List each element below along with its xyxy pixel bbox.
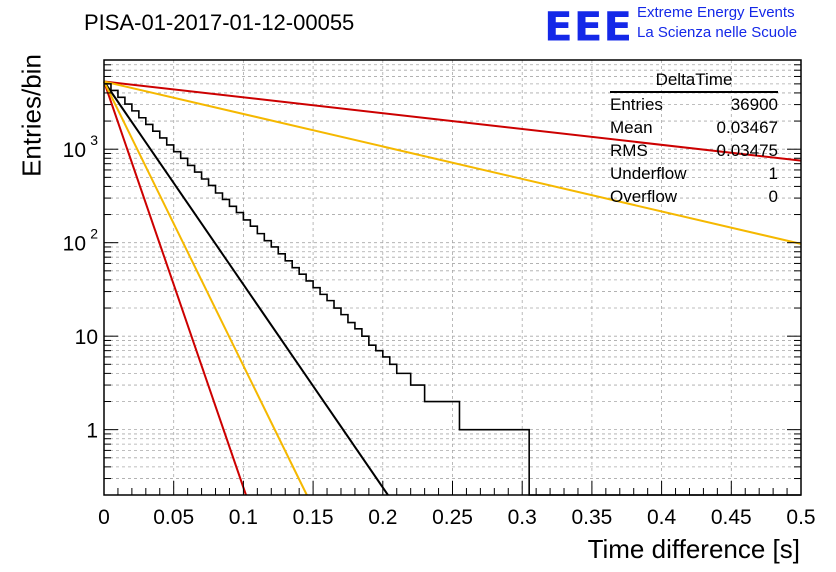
y-tick-exponent: 3: [90, 132, 98, 148]
stats-label: Overflow: [610, 187, 678, 206]
org-name-line2: La Scienza nelle Scuole: [637, 24, 798, 41]
fit-curve: [103, 81, 308, 496]
x-tick-label: 0.15: [293, 506, 334, 529]
eee-logo: EEE: [544, 3, 634, 50]
x-tick-label: 0.1: [229, 506, 258, 529]
y-tick-label: 10: [75, 326, 98, 349]
stats-value: 36900: [730, 95, 778, 114]
fit-curve: [103, 81, 247, 496]
x-tick-label: 0.5: [786, 506, 815, 529]
stats-value: 0: [768, 187, 778, 206]
run-title: PISA-01-2017-01-12-00055: [84, 10, 355, 35]
fit-curve: [103, 80, 802, 162]
y-tick-exponent: 2: [90, 226, 98, 242]
y-tick-label: 10: [63, 233, 86, 256]
x-tick-label: 0.3: [508, 506, 537, 529]
stats-label: RMS: [610, 141, 648, 160]
x-tick-label: 0: [98, 506, 110, 529]
stats-box: DeltaTime Entries 36900 Mean 0.03467 RMS…: [610, 70, 778, 208]
x-tick-label: 0.35: [571, 506, 612, 529]
fit-curve: [103, 80, 802, 245]
y-axis-label: Entries/bin: [16, 54, 47, 177]
stats-row-entries: Entries 36900: [610, 93, 778, 116]
x-tick-label: 0.45: [711, 506, 752, 529]
stats-label: Underflow: [610, 164, 687, 183]
stats-value: 1: [768, 164, 778, 183]
fit-curve: [103, 80, 389, 496]
x-axis-label: Time difference [s]: [587, 534, 800, 564]
tick-labels: 0 0.05 0.1 0.15 0.2 0.25 0.3 0.35 0.4 0.45 0.51101…: [63, 132, 816, 529]
y-tick-label: 1: [86, 420, 98, 443]
stats-value: 0.03467: [716, 118, 778, 137]
stats-row-underflow: Underflow 1: [610, 162, 778, 185]
fit-curves: [103, 80, 802, 496]
stats-row-rms: RMS 0.03475: [610, 139, 778, 162]
org-name-line1: Extreme Energy Events: [637, 4, 795, 21]
stats-label: Mean: [610, 118, 653, 137]
stats-box-title: DeltaTime: [610, 70, 778, 93]
y-tick-label: 10: [63, 139, 86, 162]
axis-ticks: [103, 59, 802, 496]
x-tick-label: 0.05: [153, 506, 194, 529]
stats-value: 0.03475: [716, 141, 778, 160]
stats-label: Entries: [610, 95, 663, 114]
x-tick-label: 0.25: [432, 506, 473, 529]
stats-row-mean: Mean 0.03467: [610, 116, 778, 139]
x-tick-label: 0.2: [368, 506, 397, 529]
stats-row-overflow: Overflow 0: [610, 185, 778, 208]
x-tick-label: 0.4: [647, 506, 677, 529]
